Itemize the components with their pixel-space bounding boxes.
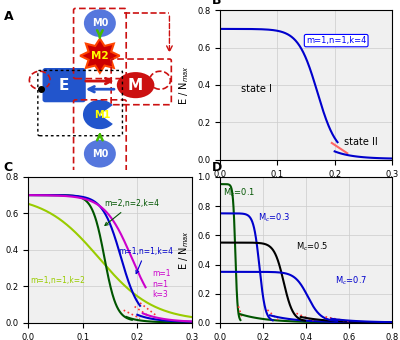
Text: state I: state I: [241, 84, 272, 95]
Text: A: A: [4, 10, 14, 23]
Text: D: D: [212, 161, 222, 174]
Text: m=1
n=1
k=3: m=1 n=1 k=3: [153, 269, 171, 299]
Text: E: E: [59, 78, 69, 92]
FancyBboxPatch shape: [42, 68, 86, 102]
Text: m=2,n=2,k=4: m=2,n=2,k=4: [104, 199, 160, 225]
Text: M$_c$=0.3: M$_c$=0.3: [258, 212, 290, 224]
Text: C: C: [4, 161, 12, 174]
Circle shape: [84, 140, 116, 168]
Text: M2: M2: [91, 51, 109, 61]
Text: state II: state II: [344, 137, 378, 147]
Wedge shape: [83, 100, 113, 129]
Y-axis label: E / N$_{max}$: E / N$_{max}$: [178, 65, 192, 105]
Text: M1: M1: [94, 109, 111, 120]
Text: M: M: [128, 78, 143, 92]
Text: m=1,n=1,k=4: m=1,n=1,k=4: [306, 36, 366, 45]
Text: B: B: [212, 0, 221, 7]
Text: m=1,n=1,k=4: m=1,n=1,k=4: [118, 246, 173, 274]
Ellipse shape: [117, 72, 154, 98]
Polygon shape: [80, 39, 120, 73]
Text: M$_c$=0.7: M$_c$=0.7: [335, 274, 367, 287]
Text: M0: M0: [92, 18, 108, 28]
Text: M$_c$=0.5: M$_c$=0.5: [296, 241, 328, 253]
Text: M0: M0: [92, 149, 108, 159]
Text: M$_c$=0.1: M$_c$=0.1: [224, 187, 256, 199]
Circle shape: [84, 9, 116, 37]
Y-axis label: E / N$_{max}$: E / N$_{max}$: [178, 230, 192, 270]
X-axis label: M2 / N$_{max}$: M2 / N$_{max}$: [282, 184, 330, 198]
Text: m=1,n=1,k=2: m=1,n=1,k=2: [31, 276, 86, 285]
